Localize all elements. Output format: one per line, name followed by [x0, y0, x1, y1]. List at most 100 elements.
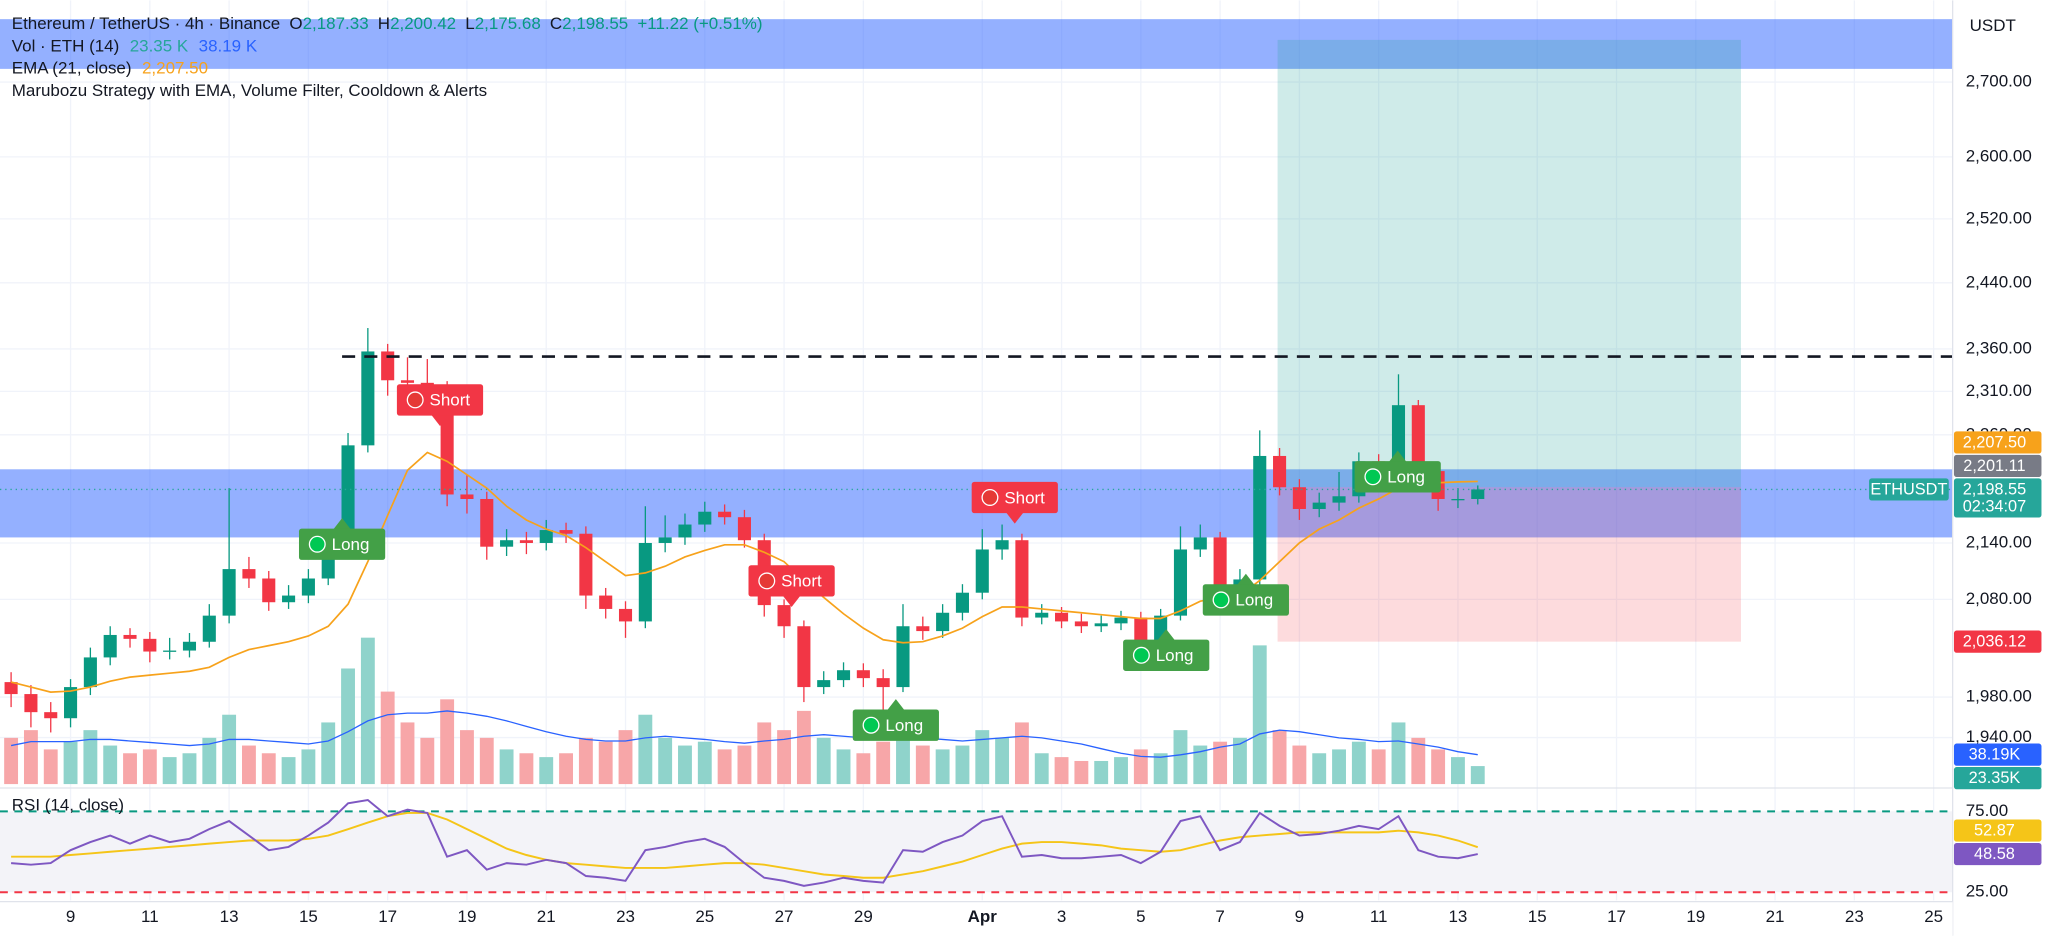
- y-tick-label: 2,080.00: [1966, 589, 2032, 608]
- volume-bar: [1292, 745, 1307, 785]
- ohlc-value: 2,187.33: [303, 15, 369, 34]
- y-tick-label: 2,700.00: [1966, 72, 2032, 91]
- y-tick-label: 2,520.00: [1966, 208, 2032, 227]
- candle-body: [896, 626, 910, 688]
- price-tag-label: 2,201.11: [1963, 457, 2025, 475]
- candle-body: [381, 351, 395, 381]
- volume-tag-label: 38.19K: [1969, 746, 2021, 764]
- candle-body: [361, 351, 375, 446]
- candle-body: [1035, 612, 1049, 618]
- legend-row: Marubozu Strategy with EMA, Volume Filte…: [12, 81, 487, 100]
- volume-bar: [182, 753, 197, 785]
- rsi-line: [11, 798, 1478, 887]
- legend-row: Ethereum / TetherUS · 4h · Binance O2,187…: [12, 15, 763, 34]
- legend-row: RSI (14, close): [12, 796, 124, 815]
- volume-bar: [479, 737, 494, 785]
- volume-bar: [142, 749, 157, 785]
- rsi-tick-label: 25.00: [1966, 882, 2008, 901]
- candle-body: [638, 542, 652, 622]
- candle-body: [559, 530, 573, 534]
- volume-bar: [618, 730, 633, 785]
- signal-box: [1202, 584, 1289, 616]
- price-unit: USDT: [1970, 16, 2016, 35]
- signal-label: Long: [885, 716, 923, 735]
- volume-bar: [796, 710, 811, 785]
- legend-value: 2,207.50: [142, 59, 208, 78]
- candles: [4, 328, 1485, 733]
- grid: [0, 0, 1953, 901]
- price-tag: [1953, 842, 2042, 866]
- x-tick-label: 11: [141, 907, 159, 926]
- price-tag-label: 52.87: [1974, 822, 2015, 840]
- ohlc-label: H: [378, 15, 390, 34]
- rsi-lines: [11, 798, 1479, 887]
- volume-bar: [499, 749, 514, 785]
- candle-body: [1253, 455, 1267, 580]
- volume-bar: [638, 714, 653, 785]
- candle-body: [777, 605, 791, 627]
- candle-body: [678, 524, 692, 538]
- volume-bar: [658, 737, 673, 785]
- symbol-tag: [1869, 478, 1949, 501]
- volume-bar: [4, 737, 19, 785]
- signals: Long Short Short Long Short Long Long Long: [298, 384, 1441, 741]
- volume-bar: [400, 722, 415, 785]
- volume-bar: [1451, 757, 1465, 785]
- candle-body: [737, 517, 751, 541]
- x-tick-label: 15: [1528, 907, 1547, 926]
- price-tag: [1953, 454, 2042, 478]
- candle-body: [1273, 455, 1287, 488]
- volume-bar: [103, 745, 118, 785]
- candle-body: [1094, 623, 1108, 627]
- legend-name: Vol · ETH (14): [12, 37, 120, 56]
- y-tick-label: 2,360.00: [1966, 338, 2032, 357]
- volume-bar: [777, 730, 792, 785]
- x-tick-label: 3: [1057, 907, 1066, 926]
- candle-body: [579, 533, 593, 596]
- signal: Long: [1202, 573, 1289, 616]
- volume-bar: [559, 753, 573, 785]
- volume-bar: [83, 730, 98, 785]
- zones: [0, 19, 1953, 538]
- volume-bar: [1431, 749, 1446, 785]
- legend-row: Vol · ETH (14) 23.35 K 38.19 K: [12, 37, 258, 56]
- signal-label: Short: [781, 572, 822, 591]
- legend-name: Marubozu Strategy with EMA, Volume Filte…: [12, 81, 487, 100]
- x-tick-label: 23: [616, 907, 635, 926]
- legend-value: 38.19 K: [199, 37, 258, 56]
- x-tick-label: Apr: [968, 907, 998, 926]
- price-tag: [1953, 478, 2042, 518]
- candle-body: [222, 569, 236, 616]
- signal-pointer: [430, 414, 450, 427]
- candle-body: [995, 540, 1009, 550]
- legend-value: 23.35 K: [130, 37, 189, 56]
- x-tick-label: 23: [1845, 907, 1864, 926]
- legend-name: EMA (21, close): [12, 59, 132, 78]
- time-axis-panel: [0, 901, 1953, 936]
- signal-dot: [406, 391, 424, 409]
- price-tag: [1953, 431, 2042, 454]
- candle-body: [1213, 537, 1227, 587]
- candle-body: [83, 657, 97, 688]
- x-tick-label: 7: [1215, 907, 1224, 926]
- x-tick-label: 17: [378, 907, 397, 926]
- volume-bar: [321, 722, 336, 785]
- loss-area: [1277, 487, 1741, 642]
- y-tick-label: 2,440.00: [1966, 272, 2032, 291]
- signal: Short: [396, 384, 484, 427]
- volume-bar: [876, 741, 891, 785]
- ohlc-label: C: [550, 15, 562, 34]
- volume-bar: [1034, 753, 1049, 785]
- candle-body: [1471, 489, 1485, 499]
- ohlc-value: 2,198.55: [562, 15, 628, 34]
- signal: Long: [298, 518, 386, 560]
- symbol: Ethereum / TetherUS · 4h · Binance: [12, 15, 281, 34]
- x-tick-label: 17: [1607, 907, 1626, 926]
- candle-body: [282, 595, 296, 603]
- volume-bar: [261, 753, 276, 785]
- volume-ma: [10, 710, 1478, 758]
- x-tick-label: 13: [1449, 907, 1468, 926]
- candle-body: [797, 626, 811, 688]
- signal: Long: [852, 699, 939, 741]
